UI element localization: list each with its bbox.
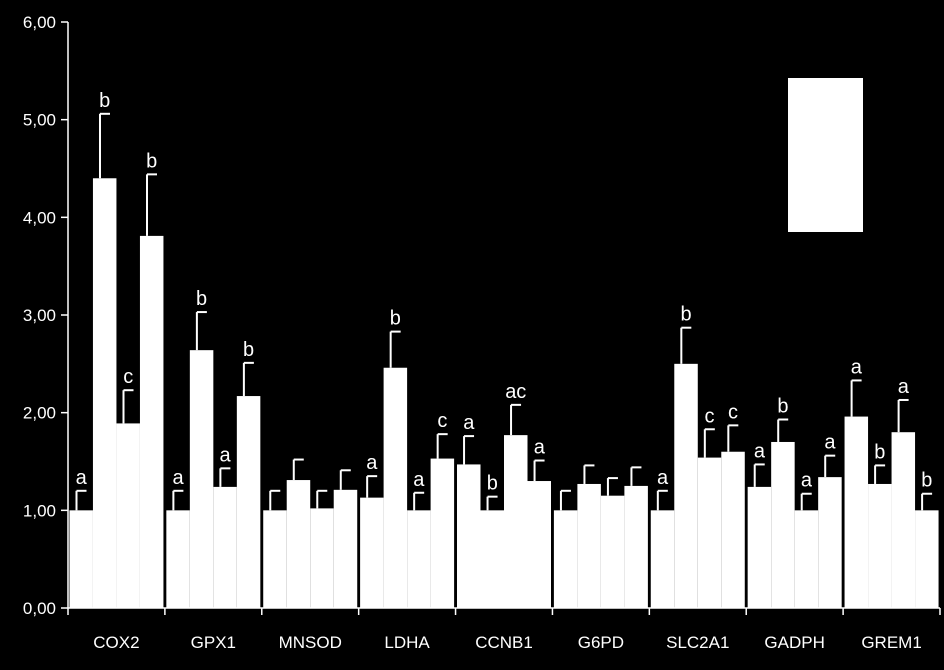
bar	[553, 510, 578, 608]
significance-label: c	[728, 401, 738, 423]
bar	[697, 457, 722, 608]
significance-label: a	[220, 444, 232, 466]
y-tick-label: 1,00	[23, 501, 56, 520]
bar-series	[69, 178, 939, 608]
y-tick-label: 3,00	[23, 306, 56, 325]
bar	[650, 510, 675, 608]
y-tick-label: 6,00	[23, 13, 56, 32]
significance-label: b	[777, 396, 788, 418]
significance-label: b	[680, 304, 691, 326]
bar	[457, 464, 481, 608]
significance-label: b	[99, 90, 110, 112]
significance-label: a	[534, 437, 546, 459]
significance-label: c	[437, 410, 447, 432]
bar	[69, 510, 93, 608]
bar	[747, 486, 772, 608]
legend-box	[788, 78, 863, 232]
significance-label: a	[754, 440, 766, 462]
bar	[794, 510, 819, 608]
bar	[527, 481, 551, 608]
bar	[116, 423, 140, 608]
category-label: GADPH	[764, 633, 824, 652]
bar	[504, 435, 528, 608]
bar	[868, 483, 892, 608]
bar	[891, 432, 916, 608]
bar	[577, 483, 601, 608]
x-axis: COX2 GPX1 MNSOD LDHA CCNB1 G6PD SLC2A1 GADPH GRE…	[67, 607, 941, 652]
bar	[383, 367, 408, 608]
significance-label: a	[173, 467, 185, 489]
bar	[189, 350, 214, 608]
bar	[600, 495, 625, 608]
significance-label: b	[390, 308, 401, 330]
category-label: LDHA	[384, 633, 430, 652]
significance-label: a	[824, 432, 836, 454]
bar	[310, 508, 334, 608]
bar	[92, 178, 117, 608]
y-tick-label: 0,00	[23, 599, 56, 618]
category-label: GPX1	[191, 633, 236, 652]
bar	[139, 235, 164, 608]
y-tick-label: 2,00	[23, 404, 56, 423]
significance-label: a	[413, 469, 425, 491]
y-axis: 0,00 1,00 2,00 3,00 4,00 5,00 6,00	[23, 13, 69, 618]
bar	[844, 416, 869, 608]
bar	[915, 510, 939, 608]
category-label: GREM1	[861, 633, 921, 652]
significance-label: b	[921, 470, 932, 492]
y-tick-label: 5,00	[23, 111, 56, 130]
category-label: COX2	[93, 633, 139, 652]
bar	[624, 485, 648, 608]
significance-label: b	[196, 288, 207, 310]
significance-label: b	[874, 441, 885, 463]
significance-label: c	[705, 405, 715, 427]
bar	[721, 451, 745, 608]
significance-label: ac	[505, 381, 526, 403]
error-bars	[75, 112, 933, 511]
significance-label: a	[657, 467, 669, 489]
bar	[333, 489, 358, 608]
bar	[771, 441, 795, 608]
bar	[360, 497, 384, 608]
bar	[263, 510, 287, 608]
significance-label: a	[851, 356, 863, 378]
category-label: CCNB1	[475, 633, 533, 652]
bar	[480, 510, 504, 608]
significance-label: b	[243, 339, 254, 361]
bar	[818, 477, 842, 608]
category-label: MNSOD	[279, 633, 342, 652]
category-label: G6PD	[578, 633, 624, 652]
significance-label: a	[366, 452, 378, 474]
bar	[286, 480, 311, 608]
bar	[213, 486, 237, 608]
bar	[674, 363, 698, 608]
significance-label: c	[123, 366, 133, 388]
bar	[166, 510, 190, 608]
y-tick-label: 4,00	[23, 208, 56, 227]
significance-label: b	[487, 473, 498, 495]
bar	[236, 396, 261, 608]
significance-label: a	[76, 467, 88, 489]
significance-label: a	[463, 412, 475, 434]
bar	[407, 510, 431, 608]
significance-label: b	[146, 150, 157, 172]
significance-label: a	[898, 376, 910, 398]
significance-label: a	[801, 470, 813, 492]
bar	[430, 458, 455, 608]
category-label: SLC2A1	[666, 633, 729, 652]
